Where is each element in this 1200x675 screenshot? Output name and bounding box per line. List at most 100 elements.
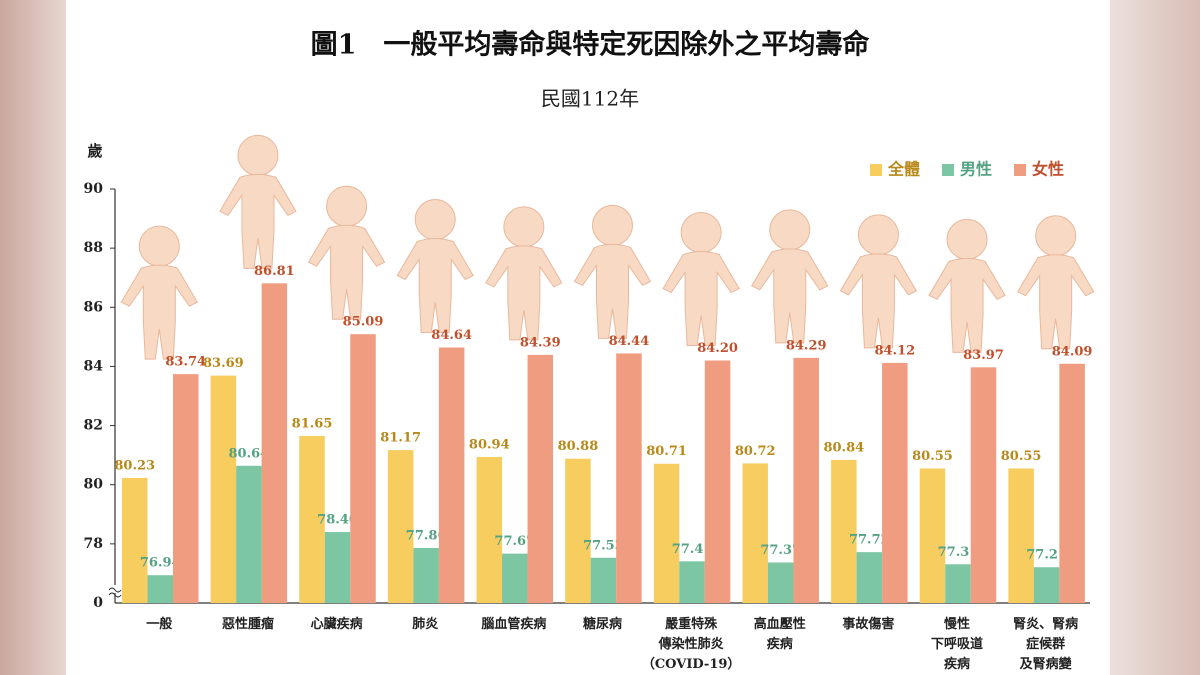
figure-body	[485, 245, 563, 341]
bar	[1059, 363, 1085, 603]
x-tick-label: 事故傷害	[842, 616, 894, 632]
data-label: 77.21	[1026, 548, 1067, 563]
data-label: 80.88	[558, 439, 599, 454]
data-label: 81.17	[380, 431, 421, 446]
bar	[438, 347, 465, 603]
bar	[527, 354, 554, 603]
bar	[147, 575, 173, 603]
figure-body	[662, 251, 740, 347]
bar	[173, 374, 199, 603]
y-tick-label: 90	[84, 181, 104, 197]
illustrations	[120, 134, 1095, 360]
axis-break	[108, 587, 122, 598]
data-label: 80.94	[469, 437, 510, 452]
chart-title: 圖1 一般平均壽命與特定死因除外之平均壽命	[311, 29, 871, 61]
figure-body	[219, 173, 297, 269]
y-tick-label: 78	[84, 536, 103, 552]
x-tick-label: 糖尿病	[583, 616, 622, 632]
bar	[919, 468, 946, 603]
data-label: 85.09	[343, 315, 384, 330]
bar	[831, 459, 857, 603]
figure-body	[751, 248, 829, 344]
bar	[299, 435, 325, 603]
data-label: 77.72	[849, 533, 890, 548]
figure-body	[307, 224, 386, 320]
bar	[590, 557, 617, 603]
y-tick-label: 84	[84, 358, 104, 374]
figure-head	[326, 185, 368, 227]
bar	[324, 532, 351, 603]
plot: 78 80 82 84 86 88 90 0 80.23 76.94 83.74 一般 83.69 80.…	[84, 160, 1093, 672]
data-label: 84.39	[520, 335, 561, 350]
y-tick-label: 88	[84, 240, 103, 256]
bar	[793, 357, 819, 603]
data-label: 84.64	[431, 328, 472, 343]
data-label: 83.69	[203, 356, 244, 371]
bar	[413, 547, 439, 603]
bar	[882, 362, 908, 603]
bar	[704, 360, 731, 603]
side-panel	[1110, 0, 1200, 675]
data-label: 80.55	[912, 449, 953, 464]
figure-body	[839, 253, 918, 349]
bar	[350, 334, 376, 603]
data-label: 84.12	[874, 343, 915, 358]
axis-break	[109, 585, 121, 593]
bar	[236, 465, 262, 603]
data-label: 77.53	[583, 538, 624, 553]
y-tick-label: 82	[84, 418, 103, 434]
x-tick-label: 腦血管疾病	[481, 616, 546, 632]
legend-label: 男性	[960, 160, 992, 179]
bar	[616, 353, 642, 603]
x-tick-label: 肺炎	[412, 616, 438, 632]
data-label: 80.55	[1001, 449, 1042, 464]
figure-head	[769, 209, 811, 251]
figure-head	[680, 212, 722, 254]
data-label: 77.37	[760, 543, 801, 558]
data-label: 84.20	[697, 341, 738, 356]
legend-swatch	[942, 164, 954, 176]
bar	[565, 458, 591, 603]
bar	[856, 552, 883, 603]
data-label: 84.09	[1052, 344, 1093, 359]
bar	[387, 450, 414, 603]
x-tick-label: 慢性下呼吸道疾病	[931, 616, 983, 672]
x-tick-label: 腎炎、腎病症候群及腎病變	[1013, 616, 1078, 672]
data-label: 83.97	[963, 348, 1004, 363]
data-label: 84.29	[786, 338, 827, 353]
bar	[945, 564, 971, 603]
x-tick-label: 心臟疾病	[311, 616, 363, 632]
data-label: 81.65	[292, 416, 333, 431]
data-label: 86.81	[254, 264, 295, 279]
figure-body	[396, 238, 474, 334]
side-panel	[0, 0, 66, 675]
data-label: 80.71	[646, 444, 687, 459]
bar	[767, 562, 794, 603]
figure-body	[120, 264, 199, 360]
bar	[742, 463, 768, 603]
axis-break-label: 0	[93, 595, 103, 611]
data-label: 80.84	[823, 440, 864, 455]
bar	[210, 375, 237, 603]
bar	[502, 553, 528, 603]
figure-head	[857, 214, 899, 256]
data-label: 80.64	[229, 446, 270, 461]
data-label: 83.74	[165, 355, 206, 370]
x-tick-label: 惡性腫瘤	[222, 616, 274, 632]
bar	[653, 463, 680, 603]
bar	[679, 561, 705, 603]
data-label: 76.94	[140, 556, 181, 571]
bar	[261, 283, 288, 603]
bar	[1008, 468, 1034, 603]
legend-label: 女性	[1032, 160, 1064, 179]
figure-head	[138, 225, 180, 267]
chart-subtitle: 民國112年	[541, 87, 639, 111]
figure-body	[573, 243, 652, 339]
figure-head	[503, 206, 545, 248]
bar	[970, 367, 997, 603]
data-label: 77.31	[938, 545, 979, 560]
x-tick-label: 一般	[146, 616, 172, 632]
x-tick-label: 高血壓性疾病	[754, 616, 806, 652]
